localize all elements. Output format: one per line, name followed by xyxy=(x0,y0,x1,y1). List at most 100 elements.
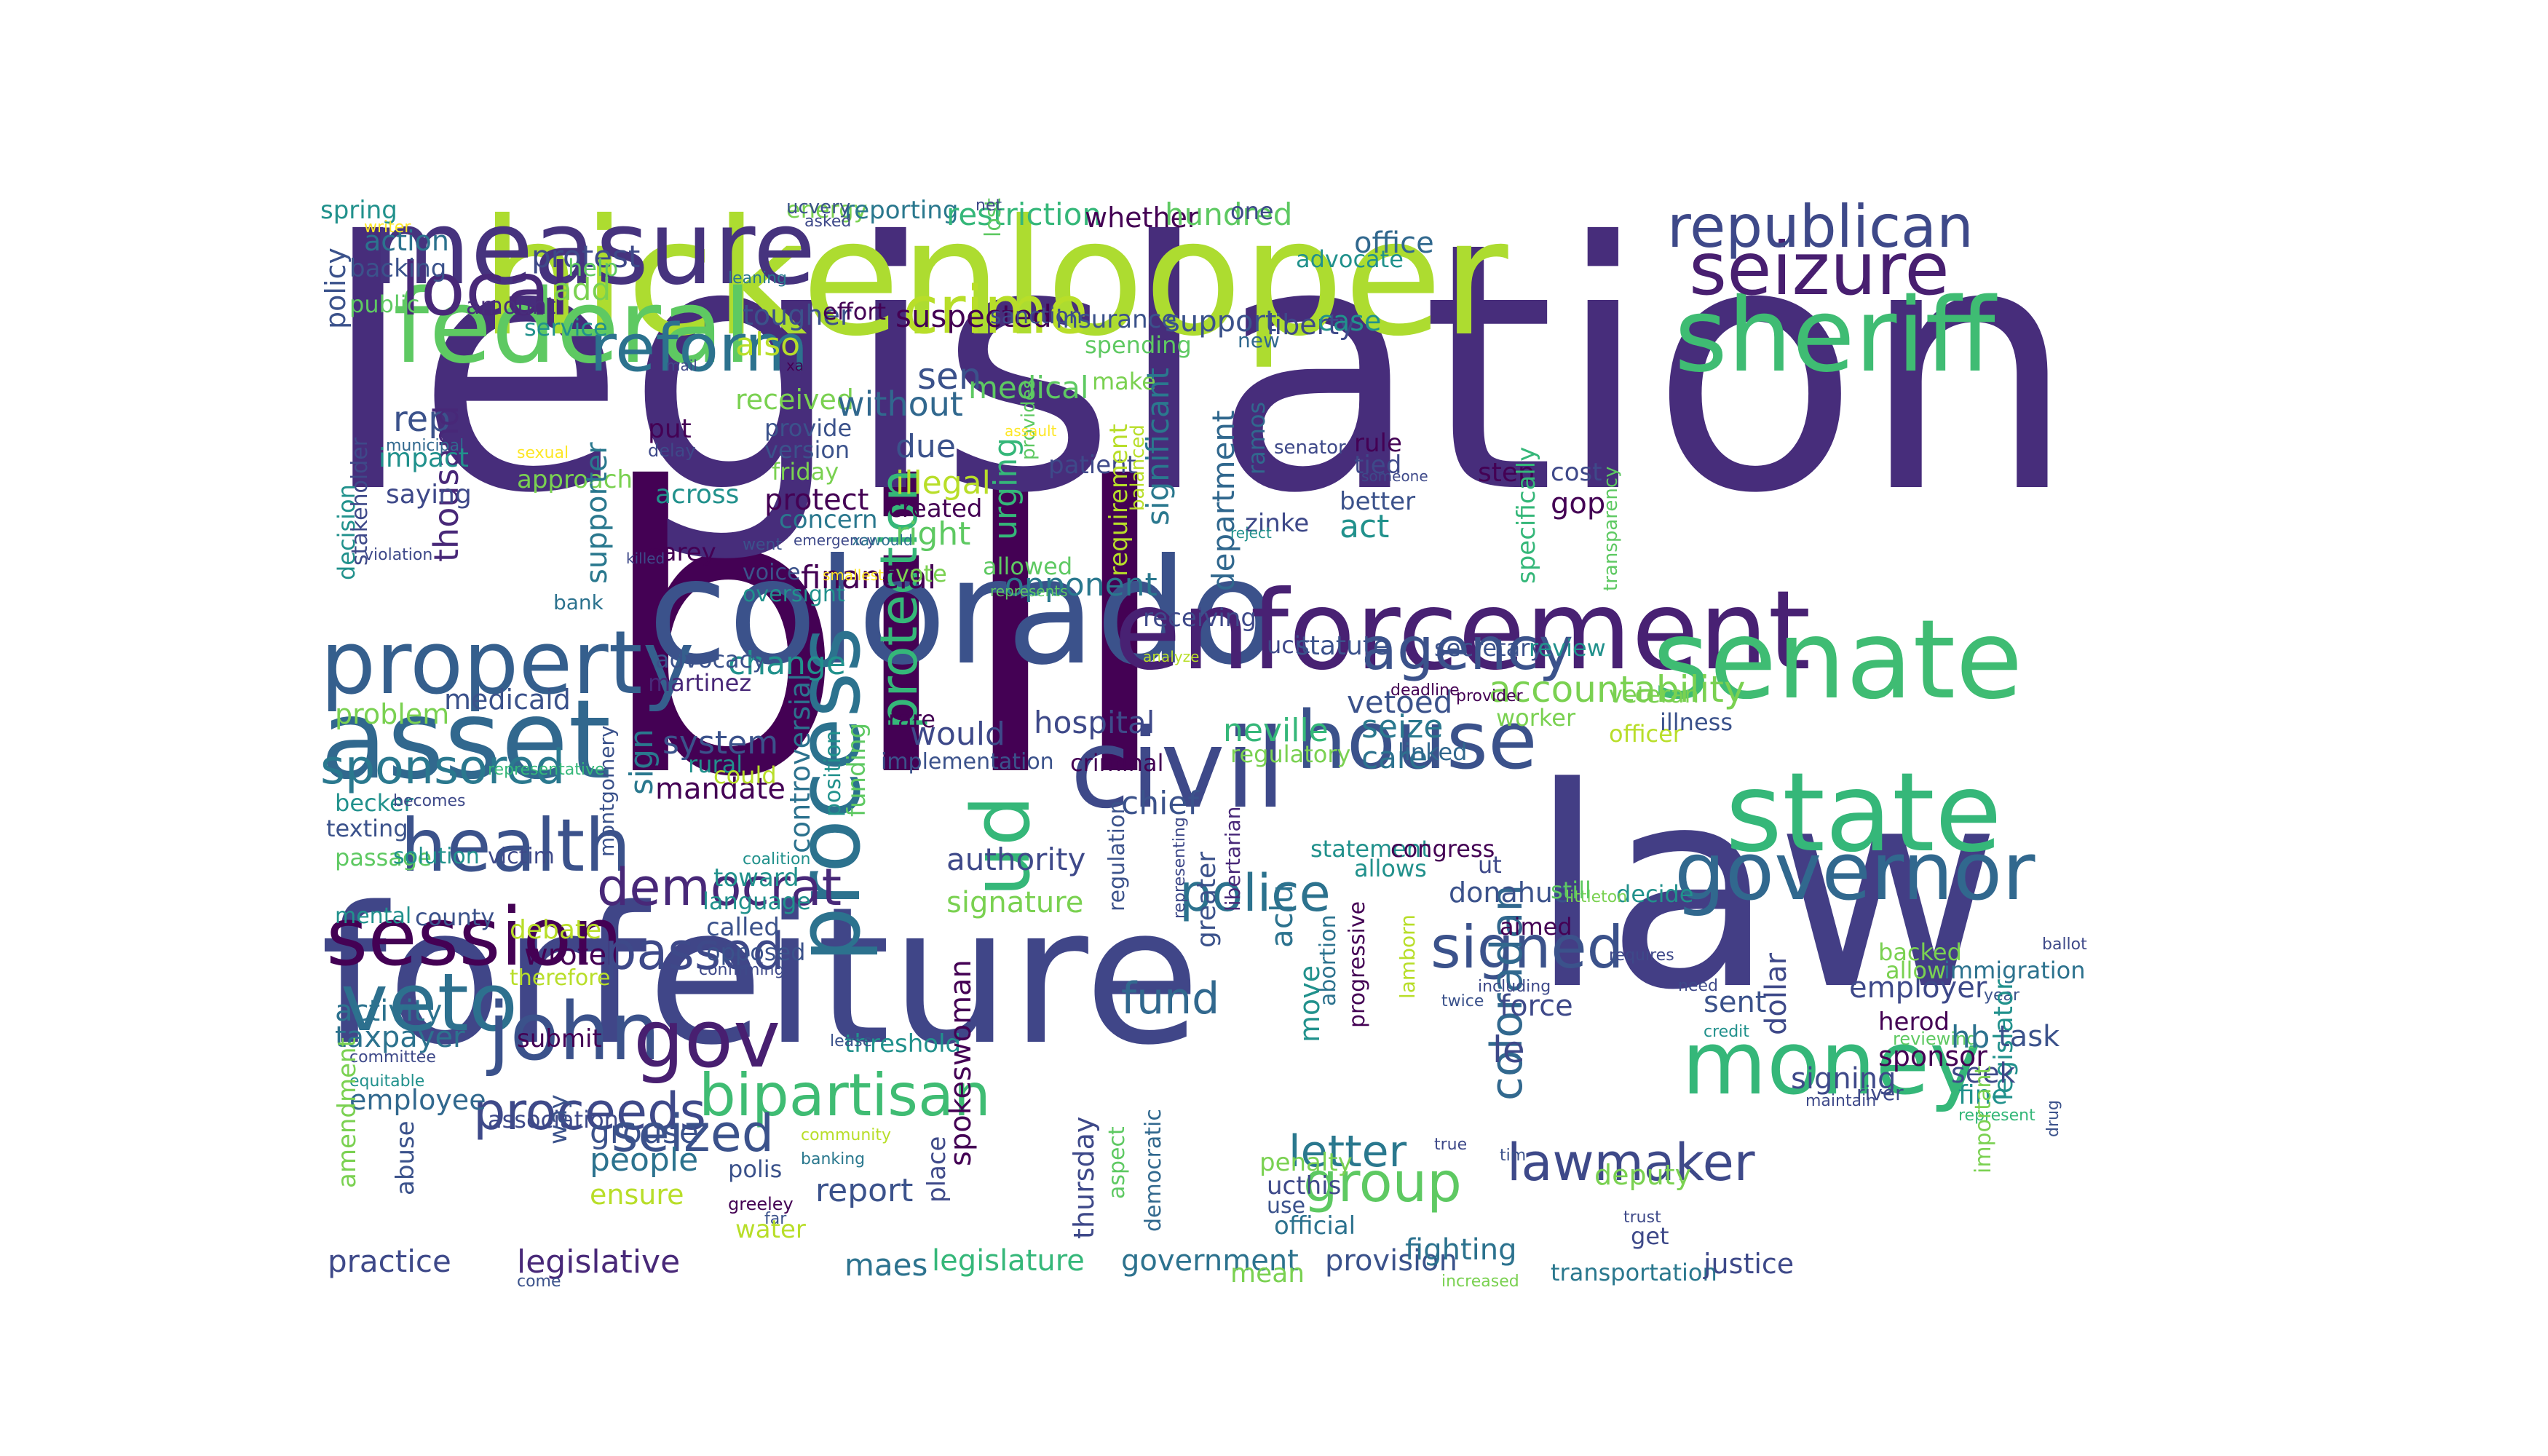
word-ucthis: ucthis xyxy=(1267,1171,1342,1200)
word-practice: practice xyxy=(328,1243,451,1279)
word-police: police xyxy=(1179,863,1331,923)
word-herod: herod xyxy=(1878,1008,1950,1037)
word-criminal: criminal xyxy=(1070,749,1164,777)
word-amendment: amendment xyxy=(333,1037,362,1188)
word-opponent: opponent xyxy=(1005,566,1158,604)
word-association: association xyxy=(488,1106,619,1133)
word-measure: measure xyxy=(371,198,816,308)
word-martinez: martinez xyxy=(648,669,752,697)
word-ucvery: ucvery xyxy=(786,198,851,218)
word-lawmaker: lawmaker xyxy=(1507,1133,1755,1192)
word-spring: spring xyxy=(320,198,397,225)
word-hospital: hospital xyxy=(1034,705,1155,740)
word-tied: tied xyxy=(1354,451,1402,480)
word-provision: provision xyxy=(1325,1244,1457,1278)
word-seized: seized xyxy=(612,1104,775,1163)
word-debate: debate xyxy=(510,915,602,945)
word-delay: delay xyxy=(648,440,696,461)
word-maes: maes xyxy=(844,1247,928,1283)
word-advocate: advocate xyxy=(1296,245,1404,273)
word-make: make xyxy=(1092,368,1156,395)
word-rep: rep xyxy=(393,399,451,440)
word-officer: officer xyxy=(1609,720,1682,748)
word-carey: carey xyxy=(648,538,716,567)
word-financial: financial xyxy=(801,559,937,596)
word-mental: mental xyxy=(335,903,412,929)
word-ramos: ramos xyxy=(1243,401,1270,475)
word-trust: trust xyxy=(1623,1208,1661,1227)
word-toward: toward xyxy=(713,863,799,893)
word-immigration: immigration xyxy=(1944,957,2086,984)
word-gov: gov xyxy=(633,992,781,1085)
word-protest: protest xyxy=(531,239,641,274)
word-banking: banking xyxy=(801,1150,866,1168)
word-across: across xyxy=(655,480,740,510)
word-municipal: municipal xyxy=(386,437,464,455)
word-spending: spending xyxy=(1085,331,1192,359)
word-colorado: colorado xyxy=(648,528,1278,697)
word-step: step xyxy=(1478,458,1535,488)
word-receiving: receiving xyxy=(1143,604,1257,633)
word-created: created xyxy=(888,494,983,523)
word-regulation: regulation xyxy=(1104,800,1130,911)
word-fighting: fighting xyxy=(1405,1233,1517,1267)
word-secretary: secretary xyxy=(1434,634,1544,662)
word-advocacy: advocacy xyxy=(655,646,767,673)
word-aspect: aspect xyxy=(1104,1126,1130,1199)
word-bipartisan: bipartisan xyxy=(699,1061,991,1129)
word-new: new xyxy=(1238,328,1280,352)
word-including: including xyxy=(1478,978,1551,996)
word-went: went xyxy=(743,536,783,554)
word-senator: senator xyxy=(1274,437,1346,459)
word-would: would xyxy=(910,716,1005,753)
word-committee: committee xyxy=(349,1048,436,1067)
word-office: office xyxy=(1354,226,1434,260)
word-donahue: donahue xyxy=(1449,877,1570,909)
word-cost: cost xyxy=(1551,458,1602,487)
word-decide: decide xyxy=(1616,880,1694,908)
word-taxpayer: taxpayer xyxy=(335,1021,465,1054)
word-effort: effort xyxy=(823,298,887,325)
word-maintain: maintain xyxy=(1805,1092,1877,1110)
word-tougher: tougher xyxy=(743,299,852,331)
word-deputy: deputy xyxy=(1594,1159,1692,1191)
word-reporting: reporting xyxy=(844,198,959,225)
word-policy: policy xyxy=(320,248,352,329)
word-emergency: emergency xyxy=(794,531,876,549)
word-representing: representing xyxy=(1171,817,1189,919)
word-support: support xyxy=(1165,305,1277,339)
word-language: language xyxy=(703,887,811,915)
word-sent: sent xyxy=(1704,986,1767,1019)
word-report: report xyxy=(815,1172,914,1209)
word-whether: whether xyxy=(1085,202,1199,234)
word-provides: provides xyxy=(1018,379,1040,460)
word-system: system xyxy=(662,724,779,761)
word-lamborn: lamborn xyxy=(1396,914,1420,999)
word-coalition: coalition xyxy=(743,850,811,869)
word-supporter: supporter xyxy=(580,442,614,584)
word-liberty: liberty xyxy=(1267,309,1356,341)
word-signed: signed xyxy=(1431,914,1624,981)
word-representative: representative xyxy=(488,761,605,779)
word-county: county xyxy=(415,903,495,931)
word-sen: sen xyxy=(917,355,982,397)
word-rare: rare xyxy=(888,705,935,733)
word-victim: victim xyxy=(488,844,555,869)
word-confirming: confirming xyxy=(699,961,785,979)
word-asked: asked xyxy=(804,213,852,231)
word-hb: hb xyxy=(1951,1019,1990,1055)
word-montgomery: montgomery xyxy=(595,725,619,857)
word-congress: congress xyxy=(1390,835,1495,863)
word-signature: signature xyxy=(946,886,1084,919)
word-one: one xyxy=(1230,198,1274,225)
word-concern: concern xyxy=(779,505,878,534)
word-official: official xyxy=(1274,1211,1356,1241)
word-transportation: transportation xyxy=(1551,1259,1717,1286)
word-energy: energy xyxy=(786,198,868,223)
word-department: department xyxy=(1206,410,1241,591)
word-patient: patient xyxy=(1048,451,1136,480)
word-balanced: balanced xyxy=(1127,424,1149,511)
word-river: river xyxy=(1856,1081,1904,1105)
word-passed: passed xyxy=(604,922,785,981)
word-without: without xyxy=(837,384,963,424)
